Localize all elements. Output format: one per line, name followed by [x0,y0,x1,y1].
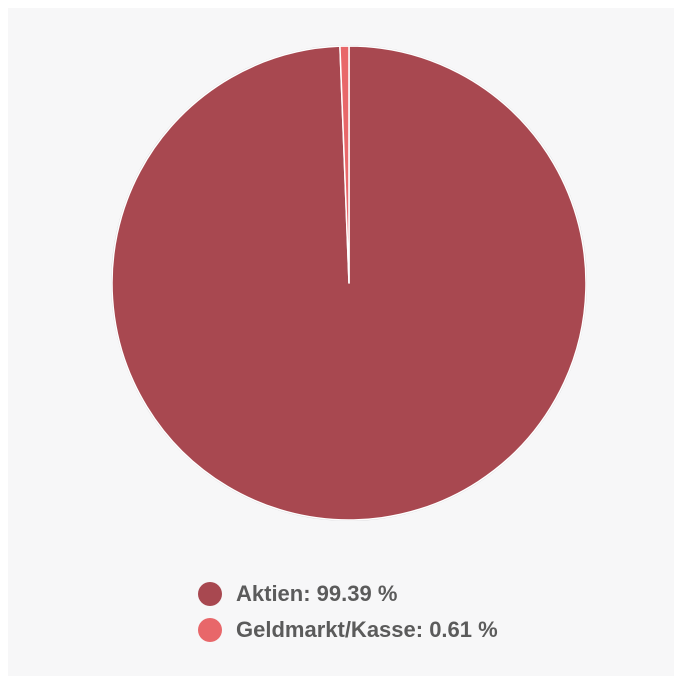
legend-item-aktien[interactable]: Aktien: 99.39 % [198,576,498,612]
legend-item-geldmarkt-kasse[interactable]: Geldmarkt/Kasse: 0.61 % [198,612,498,648]
legend-label-aktien: Aktien: 99.39 % [236,581,398,606]
chart-panel: Aktien: 99.39 % Geldmarkt/Kasse: 0.61 % [8,8,674,676]
legend-swatch-aktien [198,582,222,606]
legend-swatch-geldmarkt-kasse [198,618,222,642]
legend-label-geldmarkt-kasse: Geldmarkt/Kasse: 0.61 % [236,617,498,642]
pie-slice-geldmarkt-kasse[interactable] [339,45,350,284]
pie-chart [111,45,587,521]
chart-legend: Aktien: 99.39 % Geldmarkt/Kasse: 0.61 % [198,576,498,648]
